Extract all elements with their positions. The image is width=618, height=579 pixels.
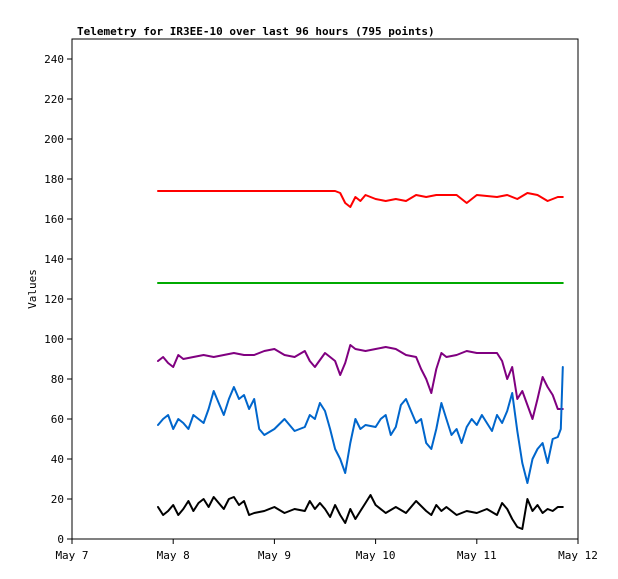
x-tick-label: May 12 xyxy=(558,549,598,562)
series-line-0 xyxy=(157,190,564,208)
y-tick-label: 180 xyxy=(44,173,64,186)
plot-area-frame xyxy=(71,38,579,540)
x-tick-label: May 7 xyxy=(55,549,88,562)
x-tick-label: May 9 xyxy=(258,549,291,562)
y-tick-label: 160 xyxy=(44,213,64,226)
series-lines xyxy=(157,190,564,530)
series-line-3 xyxy=(157,366,564,484)
y-tick-label: 100 xyxy=(44,333,64,346)
y-tick-label: 40 xyxy=(51,453,64,466)
y-tick-label: 120 xyxy=(44,293,64,306)
x-tick-label: May 10 xyxy=(356,549,396,562)
series-line-2 xyxy=(157,344,564,420)
x-tick-label: May 11 xyxy=(457,549,497,562)
y-tick-label: 240 xyxy=(44,53,64,66)
y-axis-label: Values xyxy=(26,269,39,309)
y-tick-label: 60 xyxy=(51,413,64,426)
y-tick-label: 220 xyxy=(44,93,64,106)
y-tick-label: 20 xyxy=(51,493,64,506)
x-tick-label: May 8 xyxy=(157,549,190,562)
y-tick-label: 140 xyxy=(44,253,64,266)
chart-title: Telemetry for IR3EE-10 over last 96 hour… xyxy=(77,25,435,38)
x-axis-ticks: May 7 May 8 May 9 May 10 May 11 May 12 xyxy=(55,539,598,562)
series-line-4 xyxy=(157,494,564,530)
y-axis-ticks: 0 20 40 60 80 100 120 140 160 180 200 220 240 xyxy=(44,53,72,546)
y-tick-label: 80 xyxy=(51,373,64,386)
y-tick-label: 200 xyxy=(44,133,64,146)
y-tick-label: 0 xyxy=(57,533,64,546)
